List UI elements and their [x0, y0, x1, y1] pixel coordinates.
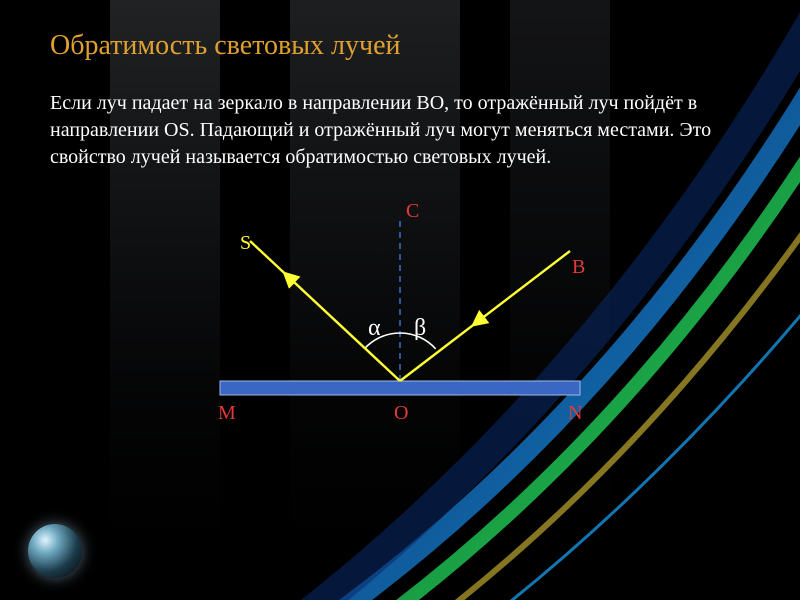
diagram-label-N: N: [568, 402, 582, 424]
reflection-diagram: C S Bα β M O N: [170, 191, 630, 441]
slide-title: Обратимость световых лучей: [50, 30, 750, 62]
diagram-svg: C S Bα β M O N: [170, 191, 630, 441]
diagram-label-B: B: [572, 256, 585, 278]
slide-content: Обратимость световых лучей Если луч пада…: [0, 0, 800, 600]
diagram-label-S: S: [240, 232, 251, 254]
globe-icon: [28, 524, 82, 578]
diagram-label-M: M: [218, 402, 236, 424]
diagram-label-beta: β: [414, 315, 426, 341]
diagram-label-alpha: α: [368, 315, 381, 341]
diagram-label-O: O: [394, 402, 408, 424]
body-paragraph: Если луч падает на зеркало в направлении…: [50, 90, 750, 171]
diagram-label-C: C: [406, 200, 419, 222]
